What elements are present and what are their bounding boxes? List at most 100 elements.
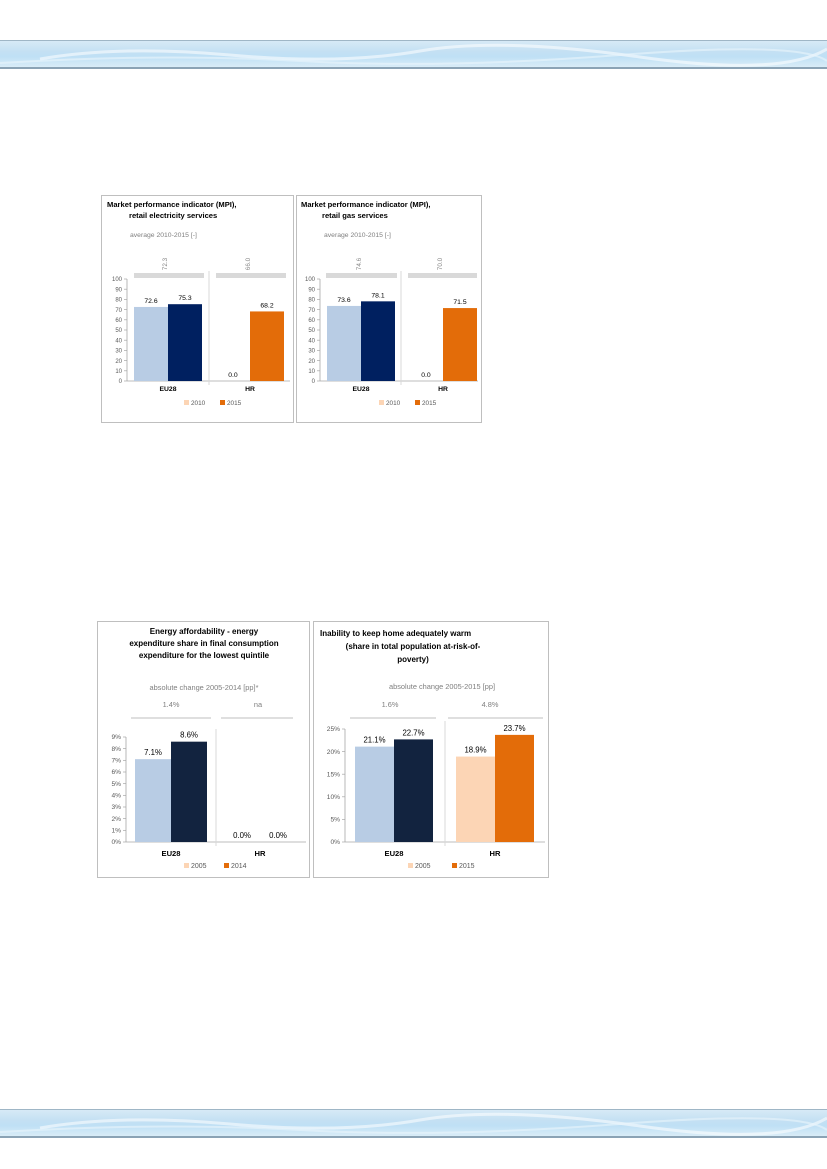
chart-subtitle: absolute change 2005-2015 [pp] bbox=[389, 682, 495, 691]
y-tick-label: 60 bbox=[115, 318, 122, 324]
y-tick-label: 100 bbox=[305, 277, 316, 283]
y-tick-label: 5% bbox=[330, 817, 340, 824]
chart-title-line-2: retail electricity services bbox=[129, 211, 217, 220]
group-stat-label: 70.0 bbox=[437, 257, 444, 270]
legend-swatch bbox=[408, 863, 413, 868]
y-tick-label: 70 bbox=[308, 308, 315, 314]
group-stat-label: na bbox=[254, 700, 263, 709]
chart-mpi-gas-svg: Market performance indicator (MPI), reta… bbox=[301, 200, 478, 407]
y-tick-label: 90 bbox=[308, 287, 315, 293]
group-stat-label: 4.8% bbox=[482, 700, 499, 709]
chart-title-line-2: retail gas services bbox=[322, 211, 388, 220]
y-tick-label: 5% bbox=[111, 781, 121, 788]
y-tick-label: 40 bbox=[115, 338, 122, 344]
bar-EU28-2015 bbox=[361, 301, 395, 381]
bar-HR-2005 bbox=[456, 756, 495, 842]
y-tick-label: 7% bbox=[111, 758, 121, 765]
chart-subtitle: absolute change 2005-2014 [pp]* bbox=[150, 683, 259, 692]
legend-label: 2005 bbox=[415, 863, 431, 870]
group-stat-bar bbox=[216, 273, 286, 278]
legend-swatch bbox=[220, 400, 225, 405]
y-tick-label: 20 bbox=[308, 359, 315, 365]
data-label: 78.1 bbox=[371, 292, 384, 299]
legend-swatch bbox=[452, 863, 457, 868]
y-tick-label: 0% bbox=[330, 839, 340, 846]
data-label: 73.6 bbox=[337, 297, 350, 304]
y-tick-label: 6% bbox=[111, 769, 121, 776]
y-tick-label: 50 bbox=[115, 328, 122, 334]
y-tick-label: 1% bbox=[111, 828, 121, 835]
footer-band-texture bbox=[0, 1112, 827, 1136]
data-label: 71.5 bbox=[453, 299, 466, 306]
legend-label: 2014 bbox=[231, 863, 247, 870]
bar-EU28-2005 bbox=[355, 746, 394, 842]
y-tick-label: 10% bbox=[327, 794, 340, 801]
legend-swatch bbox=[379, 400, 384, 405]
chart-title-line-1: Inability to keep home adequately warm bbox=[320, 629, 471, 638]
chart-mpi-electricity: Market performance indicator (MPI), reta… bbox=[101, 195, 294, 423]
legend-label: 2005 bbox=[191, 863, 207, 870]
chart-subtitle: average 2010-2015 [-] bbox=[130, 232, 197, 239]
chart-mpi-electricity-svg: Market performance indicator (MPI), reta… bbox=[107, 200, 290, 407]
data-label: 75.3 bbox=[178, 295, 191, 302]
bar-HR-2015 bbox=[250, 311, 284, 381]
chart-title-line-1: Market performance indicator (MPI), bbox=[301, 200, 431, 209]
chart-title-line-1: Energy affordability - energy bbox=[150, 627, 259, 636]
y-tick-label: 20 bbox=[115, 359, 122, 365]
category-label: EU28 bbox=[385, 849, 404, 858]
y-tick-label: 2% bbox=[111, 816, 121, 823]
y-tick-label: 80 bbox=[115, 298, 122, 304]
y-tick-label: 4% bbox=[111, 793, 121, 800]
y-tick-label: 10 bbox=[115, 369, 122, 375]
y-tick-label: 30 bbox=[308, 349, 315, 355]
data-label: 0.0% bbox=[269, 831, 287, 840]
legend-label: 2010 bbox=[386, 400, 401, 407]
footer-band bbox=[0, 1109, 827, 1138]
y-tick-label: 0% bbox=[111, 839, 121, 846]
legend-swatch bbox=[224, 863, 229, 868]
bar-EU28-2010 bbox=[327, 305, 361, 381]
data-label: 0.0% bbox=[233, 831, 251, 840]
group-stat-bar bbox=[408, 273, 477, 278]
data-label: 0.0 bbox=[421, 372, 431, 379]
legend-label: 2010 bbox=[191, 400, 206, 407]
data-label: 72.6 bbox=[144, 298, 157, 305]
group-stat-label: 74.6 bbox=[356, 257, 363, 270]
category-label: EU28 bbox=[162, 849, 181, 858]
group-stat-label: 1.4% bbox=[163, 700, 180, 709]
header-band-texture bbox=[0, 43, 827, 67]
category-label: HR bbox=[255, 849, 266, 858]
chart-mpi-gas: Market performance indicator (MPI), reta… bbox=[296, 195, 482, 423]
chart-subtitle: average 2010-2015 [-] bbox=[324, 232, 391, 239]
legend-label: 2015 bbox=[422, 400, 437, 407]
category-label: HR bbox=[490, 849, 501, 858]
bar-EU28-2015 bbox=[168, 304, 202, 381]
category-label: EU28 bbox=[159, 386, 176, 393]
category-label: HR bbox=[438, 386, 448, 393]
chart-home-warmth: Inability to keep home adequately warm (… bbox=[313, 621, 549, 878]
y-tick-label: 3% bbox=[111, 804, 121, 811]
y-tick-label: 100 bbox=[112, 277, 123, 283]
legend-label: 2015 bbox=[459, 863, 475, 870]
data-label: 0.0 bbox=[228, 372, 238, 379]
group-stat-label: 72.3 bbox=[162, 257, 169, 270]
y-tick-label: 20% bbox=[327, 749, 340, 756]
data-label: 8.6% bbox=[180, 731, 198, 740]
legend-swatch bbox=[184, 863, 189, 868]
y-tick-label: 0 bbox=[119, 379, 123, 385]
header-band bbox=[0, 40, 827, 69]
y-tick-label: 30 bbox=[115, 349, 122, 355]
data-label: 22.7% bbox=[402, 728, 424, 737]
data-label: 23.7% bbox=[503, 724, 525, 733]
chart-title-line-2: expenditure share in final consumption bbox=[129, 639, 278, 648]
chart-energy-affordability-svg: Energy affordability - energy expenditur… bbox=[111, 627, 306, 870]
y-tick-label: 70 bbox=[115, 308, 122, 314]
chart-title-line-3: expenditure for the lowest quintile bbox=[139, 651, 270, 660]
chart-energy-affordability: Energy affordability - energy expenditur… bbox=[97, 621, 310, 878]
group-stat-label: 66.0 bbox=[245, 257, 252, 270]
data-label: 21.1% bbox=[363, 736, 385, 745]
y-tick-label: 8% bbox=[111, 746, 121, 753]
chart-home-warmth-svg: Inability to keep home adequately warm (… bbox=[320, 629, 545, 870]
data-label: 7.1% bbox=[144, 748, 162, 757]
y-tick-label: 90 bbox=[115, 287, 122, 293]
